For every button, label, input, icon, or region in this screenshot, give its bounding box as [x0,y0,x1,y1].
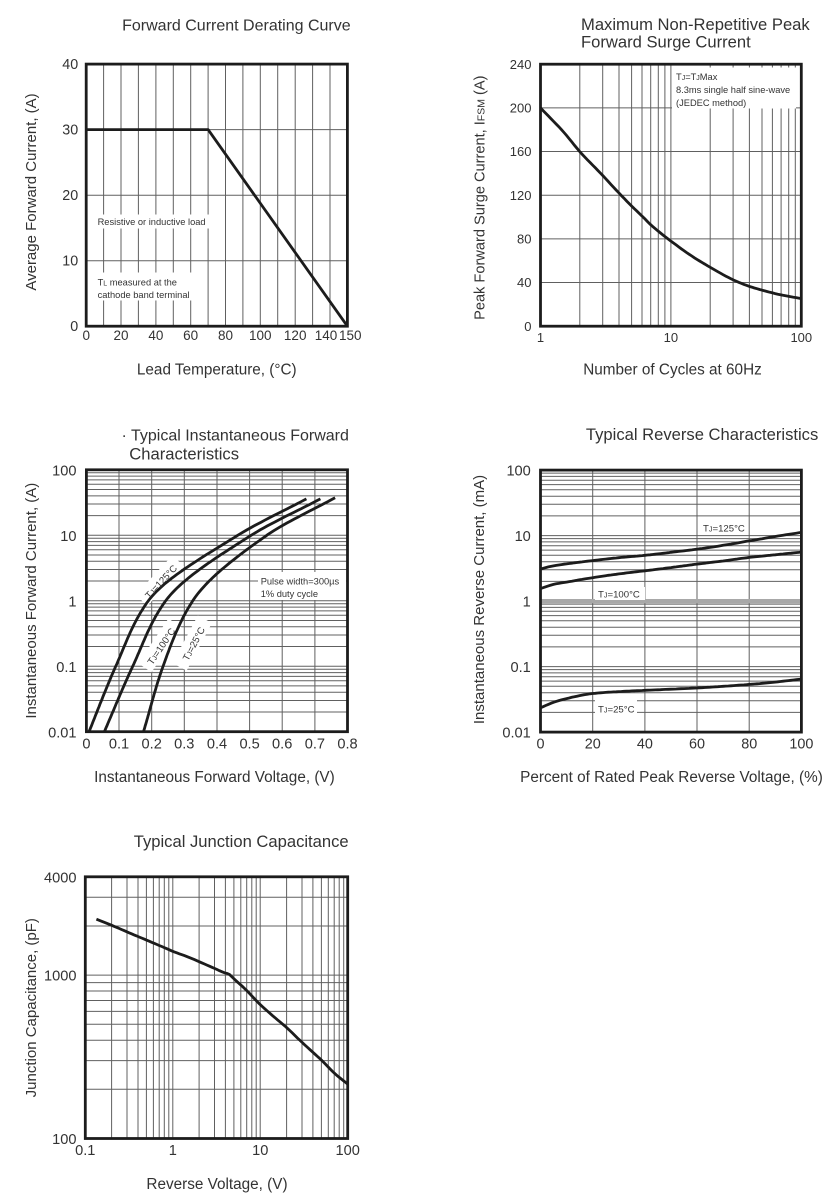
svg-text:Reverse Voltage, (V): Reverse Voltage, (V) [146,1176,287,1193]
svg-text:Forward Current Derating Curve: Forward Current Derating Curve [122,18,351,35]
svg-text:Resistive or inductive load: Resistive or inductive load [98,217,206,227]
svg-text:Forward Surge Current: Forward Surge Current [581,33,751,52]
svg-text:8.3ms single half sine-wave: 8.3ms single half sine-wave [676,85,790,95]
svg-text:Instantaneous Forward Current,: Instantaneous Forward Current, (A) [23,483,40,719]
svg-text:100: 100 [52,463,76,479]
svg-text:100: 100 [52,1132,76,1148]
svg-text:4000: 4000 [44,870,76,886]
svg-text:0.1: 0.1 [511,660,531,676]
svg-text:Typical Reverse Characteristic: Typical Reverse Characteristics [586,425,818,444]
svg-text:0.5: 0.5 [239,737,259,753]
svg-text:Junction Capacitance, (pF): Junction Capacitance, (pF) [23,918,40,1097]
svg-text:80: 80 [741,737,757,753]
svg-text:1: 1 [169,1143,177,1159]
svg-text:Pulse width=300µs: Pulse width=300µs [261,576,340,586]
svg-text:0.4: 0.4 [207,737,227,753]
svg-text:140: 140 [315,328,338,343]
svg-text:Peak Forward Surge Current, IF: Peak Forward Surge Current, IFSM (A) [472,75,488,319]
svg-text:20: 20 [113,328,128,343]
svg-text:Instantaneous Reverse Current,: Instantaneous Reverse Current, (mA) [471,475,488,724]
svg-text:TL measured at the: TL measured at the [98,277,177,287]
svg-text:1% duty cycle: 1% duty cycle [261,589,318,599]
svg-text:120: 120 [510,188,532,203]
svg-text:200: 200 [510,101,532,116]
svg-text:0: 0 [70,319,78,335]
svg-text:40: 40 [517,275,531,290]
svg-text:Lead Temperature, (°C): Lead Temperature, (°C) [137,362,297,379]
svg-text:30: 30 [62,123,78,139]
svg-text:0.2: 0.2 [142,737,162,753]
svg-text:1: 1 [68,594,76,610]
svg-text:Maximum Non-Repetitive Peak: Maximum Non-Repetitive Peak [581,15,810,34]
svg-text:100: 100 [336,1143,360,1159]
svg-text:(JEDEC method): (JEDEC method) [676,98,746,108]
svg-text:1: 1 [523,595,531,611]
svg-text:0.1: 0.1 [75,1143,95,1159]
svg-text:100: 100 [249,328,272,343]
svg-text:10: 10 [252,1143,268,1159]
svg-text:240: 240 [510,57,532,72]
svg-text:cathode band terminal: cathode band terminal [98,290,190,300]
svg-text:TJ=25°C: TJ=25°C [598,705,635,716]
svg-text:120: 120 [284,328,307,343]
svg-text:0: 0 [524,319,531,334]
svg-text:TJ=TJMax: TJ=TJMax [676,72,718,82]
svg-text:Number of Cycles at 60Hz: Number of Cycles at 60Hz [583,362,762,379]
svg-text:0.3: 0.3 [174,737,194,753]
svg-text:0.01: 0.01 [502,726,530,742]
svg-text:40: 40 [637,737,653,753]
svg-text:0.6: 0.6 [272,737,292,753]
svg-text:10: 10 [664,330,678,345]
svg-text:0.01: 0.01 [48,725,76,741]
svg-text:Percent of Rated Peak Reverse: Percent of Rated Peak Reverse Voltage, (… [520,769,823,786]
svg-text:100: 100 [790,330,812,345]
svg-text:Typical Junction Capacitance: Typical Junction Capacitance [134,832,349,851]
svg-text:0.8: 0.8 [337,737,357,753]
svg-text:TJ=125°C: TJ=125°C [703,524,745,535]
svg-text:0.1: 0.1 [56,660,76,676]
svg-text:20: 20 [62,188,78,204]
svg-text:0: 0 [82,737,90,753]
svg-text:· Typical Instantaneous Forwar: · Typical Instantaneous Forward [122,428,349,445]
svg-text:0.7: 0.7 [305,737,325,753]
svg-text:150: 150 [339,328,362,343]
svg-text:100: 100 [789,737,813,753]
svg-text:0: 0 [536,737,544,753]
svg-text:160: 160 [510,144,532,159]
svg-text:100: 100 [506,464,530,480]
svg-text:80: 80 [218,328,233,343]
svg-text:80: 80 [517,232,531,247]
svg-text:10: 10 [62,254,78,270]
svg-text:10: 10 [515,529,531,545]
svg-text:60: 60 [689,737,705,753]
svg-text:40: 40 [148,328,163,343]
svg-text:10: 10 [60,529,76,545]
svg-text:20: 20 [585,737,601,753]
svg-text:Average Forward Current, (A): Average Forward Current, (A) [23,93,40,290]
svg-text:0: 0 [82,328,90,343]
svg-text:Instantaneous Forward Voltage,: Instantaneous Forward Voltage, (V) [94,769,335,786]
svg-text:Characteristics: Characteristics [129,445,239,464]
svg-text:60: 60 [183,328,198,343]
svg-text:1000: 1000 [44,969,76,985]
svg-text:0.1: 0.1 [109,737,129,753]
svg-text:40: 40 [62,57,78,73]
svg-text:TJ=100°C: TJ=100°C [598,590,640,601]
svg-text:1: 1 [537,330,544,345]
